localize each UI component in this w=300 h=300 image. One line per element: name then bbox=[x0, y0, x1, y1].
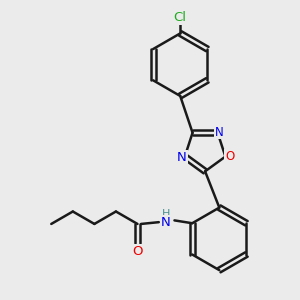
Text: Cl: Cl bbox=[174, 11, 187, 24]
Text: H: H bbox=[162, 209, 170, 219]
Text: N: N bbox=[161, 216, 171, 229]
Text: O: O bbox=[225, 150, 234, 163]
Text: O: O bbox=[132, 245, 143, 258]
Text: N: N bbox=[215, 125, 224, 139]
Text: N: N bbox=[177, 151, 187, 164]
